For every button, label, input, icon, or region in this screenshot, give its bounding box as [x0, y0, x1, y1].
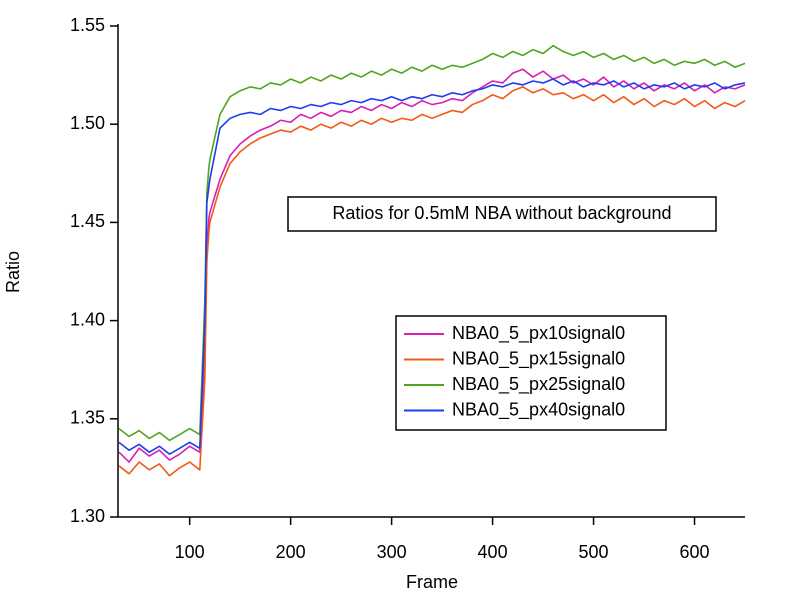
x-tick-label: 100: [175, 542, 205, 562]
annotation: Ratios for 0.5mM NBA without background: [332, 203, 671, 223]
y-tick-label: 1.30: [70, 506, 105, 526]
x-tick-label: 500: [579, 542, 609, 562]
x-tick-label: 400: [478, 542, 508, 562]
legend-label: NBA0_5_px40signal0: [452, 399, 625, 420]
series-line: [118, 78, 746, 455]
series-line: [118, 44, 746, 442]
y-tick-label: 1.50: [70, 113, 105, 133]
annotation-box: [287, 196, 717, 232]
x-tick-label: 300: [377, 542, 407, 562]
x-tick-label: 200: [276, 542, 306, 562]
y-tick-label: 1.40: [70, 309, 105, 329]
y-tick-label: 1.45: [70, 211, 105, 231]
legend-label: NBA0_5_px10signal0: [452, 323, 625, 344]
y-tick-label: 1.35: [70, 408, 105, 428]
series-line: [118, 86, 746, 477]
legend-label: NBA0_5_px15signal0: [452, 348, 625, 369]
x-axis-label: Frame: [406, 572, 458, 592]
series-line: [118, 68, 746, 463]
x-tick-label: 600: [679, 542, 709, 562]
y-axis-label: Ratio: [3, 251, 23, 293]
y-tick-label: 1.55: [70, 15, 105, 35]
legend-label: NBA0_5_px25signal0: [452, 374, 625, 395]
